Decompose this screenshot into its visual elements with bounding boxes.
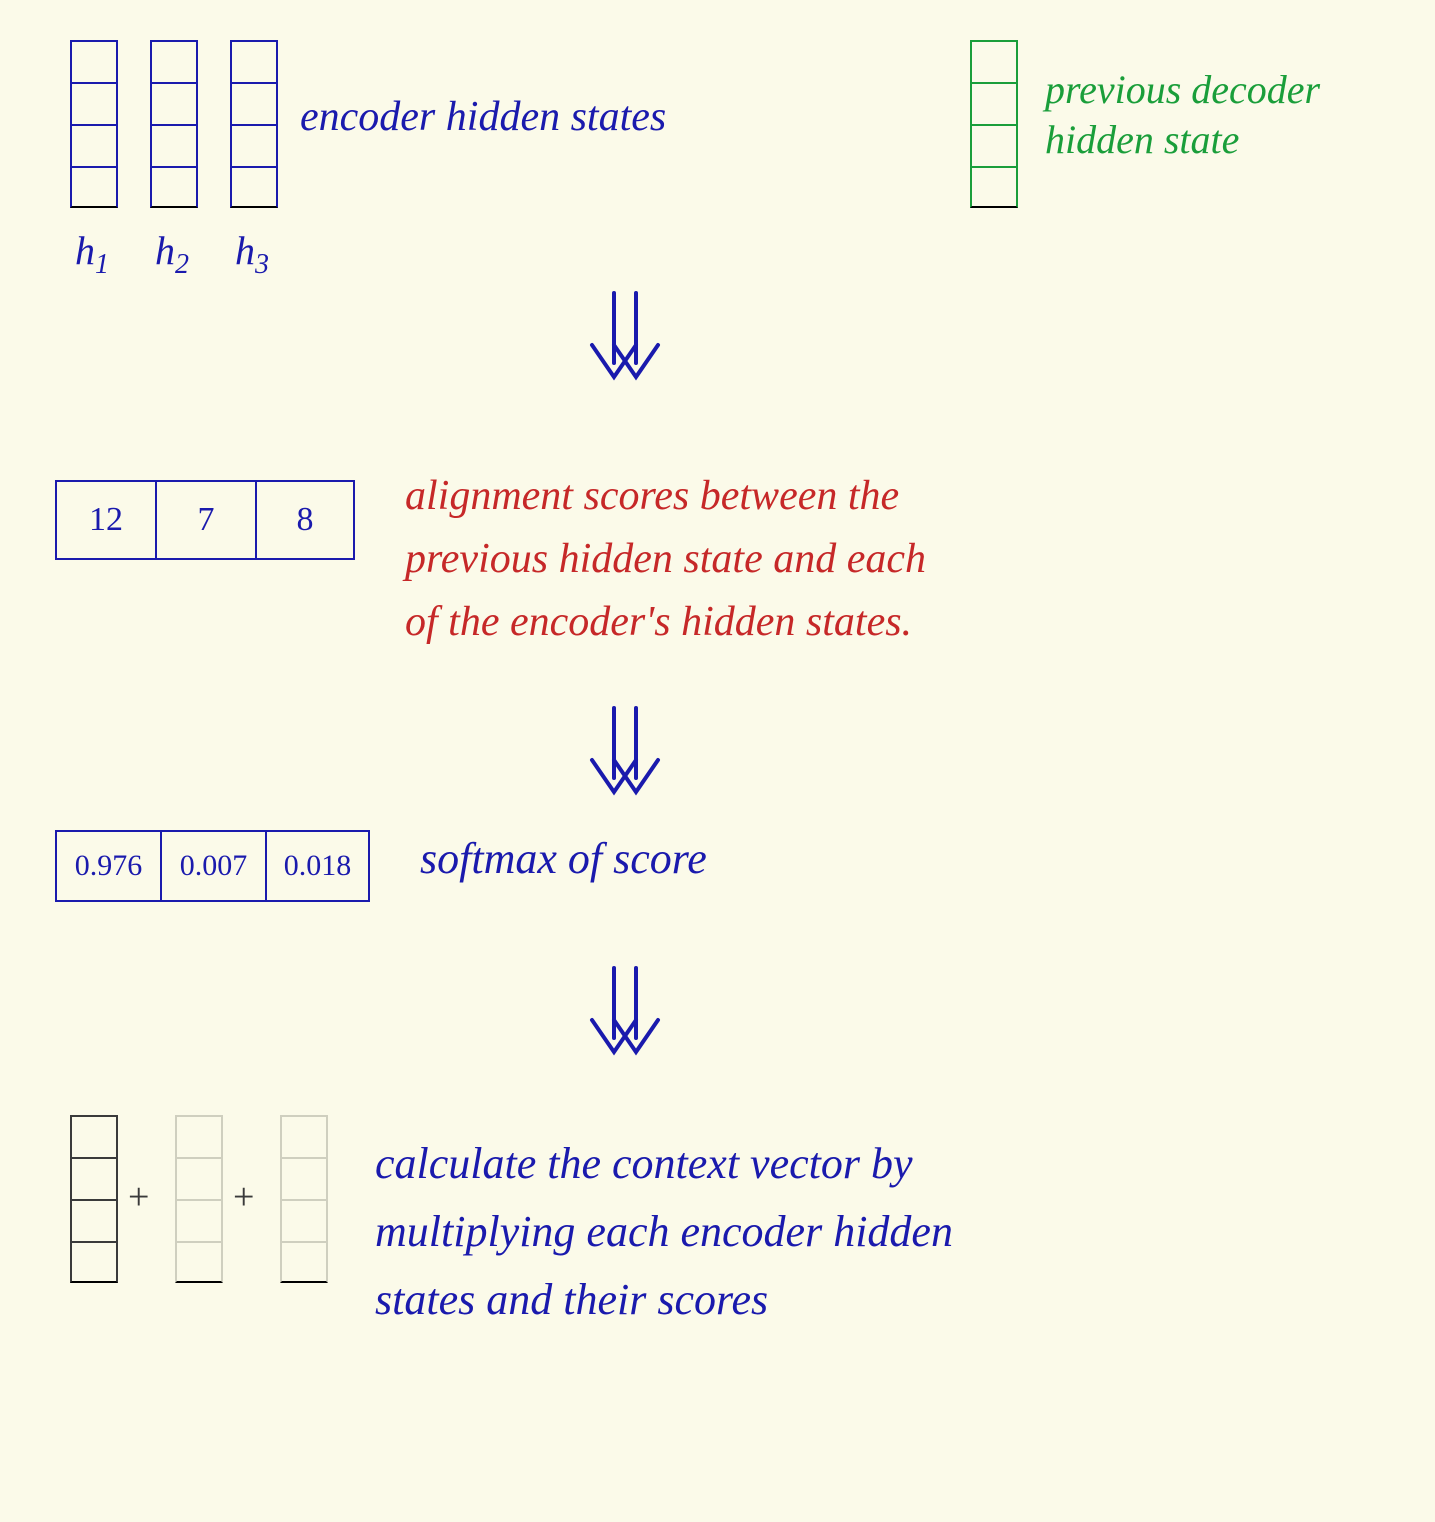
softmax-cell: 0.018 [265, 830, 370, 902]
arrow-down-3-icon [580, 960, 670, 1070]
decoder-vector [970, 40, 1018, 208]
arrow-down-1-icon [580, 285, 670, 395]
softmax-label: softmax of score [420, 830, 707, 887]
context-vector-3 [280, 1115, 328, 1283]
score-cell: 7 [155, 480, 255, 560]
encoder-sub-h2: h2 [155, 225, 189, 283]
alignment-scores-row: 12 7 8 [55, 480, 355, 560]
score-cell: 8 [255, 480, 355, 560]
encoder-vector-h1 [70, 40, 118, 208]
encoder-vector-h3 [230, 40, 278, 208]
softmax-cell: 0.007 [160, 830, 265, 902]
encoder-sub-h3: h3 [235, 225, 269, 283]
plus-1: + [128, 1175, 149, 1219]
softmax-cell: 0.976 [55, 830, 160, 902]
alignment-description: alignment scores between the previous hi… [405, 465, 926, 654]
context-vector-1 [70, 1115, 118, 1283]
context-vector-2 [175, 1115, 223, 1283]
encoder-label: encoder hidden states [300, 90, 666, 145]
decoder-label: previous decoder hidden state [1045, 65, 1320, 165]
encoder-sub-h1: h1 [75, 225, 109, 283]
plus-2: + [233, 1175, 254, 1219]
score-cell: 12 [55, 480, 155, 560]
arrow-down-2-icon [580, 700, 670, 810]
softmax-row: 0.976 0.007 0.018 [55, 830, 370, 902]
encoder-vector-h2 [150, 40, 198, 208]
context-description: calculate the context vector by multiply… [375, 1130, 953, 1335]
